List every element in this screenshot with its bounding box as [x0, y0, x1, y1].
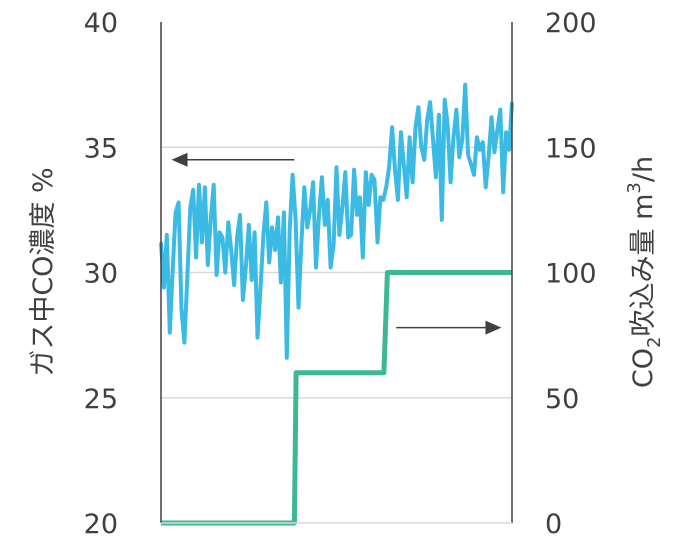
y-right-tick-label: 100: [545, 259, 597, 290]
y-left-tick-label: 25: [84, 384, 118, 415]
y-right-tick-label: 150: [545, 133, 597, 164]
y-right-label-rest: 吹込み量 m: [628, 194, 659, 337]
y-right-label-sub: 2: [644, 337, 665, 348]
y-right-tick-label: 50: [545, 384, 579, 415]
y-right-tick-label: 200: [545, 8, 597, 39]
y-left-tick-label: 40: [84, 8, 118, 39]
y-left-tick-label: 20: [84, 509, 118, 540]
y-axis-left-title: ガス中CO濃度 %: [28, 167, 59, 376]
axes: [160, 22, 513, 524]
series-layer: [159, 82, 514, 526]
y-axis-right-title: CO2吹込み量 m3/h: [624, 156, 665, 388]
y-right-tick-label: 0: [545, 509, 562, 540]
arrow-left-head: [171, 152, 188, 167]
right-tick-labels: 200 150 100 50 0: [545, 8, 597, 540]
y-right-label-sup: 3: [624, 182, 645, 193]
arrow-right-head: [485, 320, 502, 335]
y-left-tick-label: 35: [84, 133, 118, 164]
y-left-tick-label: 30: [84, 259, 118, 290]
annotations: [171, 152, 502, 335]
series-co-concentration: [159, 82, 514, 360]
y-right-label-main: CO: [628, 348, 659, 388]
left-tick-labels: 40 35 30 25 20: [84, 8, 118, 540]
y-right-label-end: /h: [628, 156, 659, 182]
